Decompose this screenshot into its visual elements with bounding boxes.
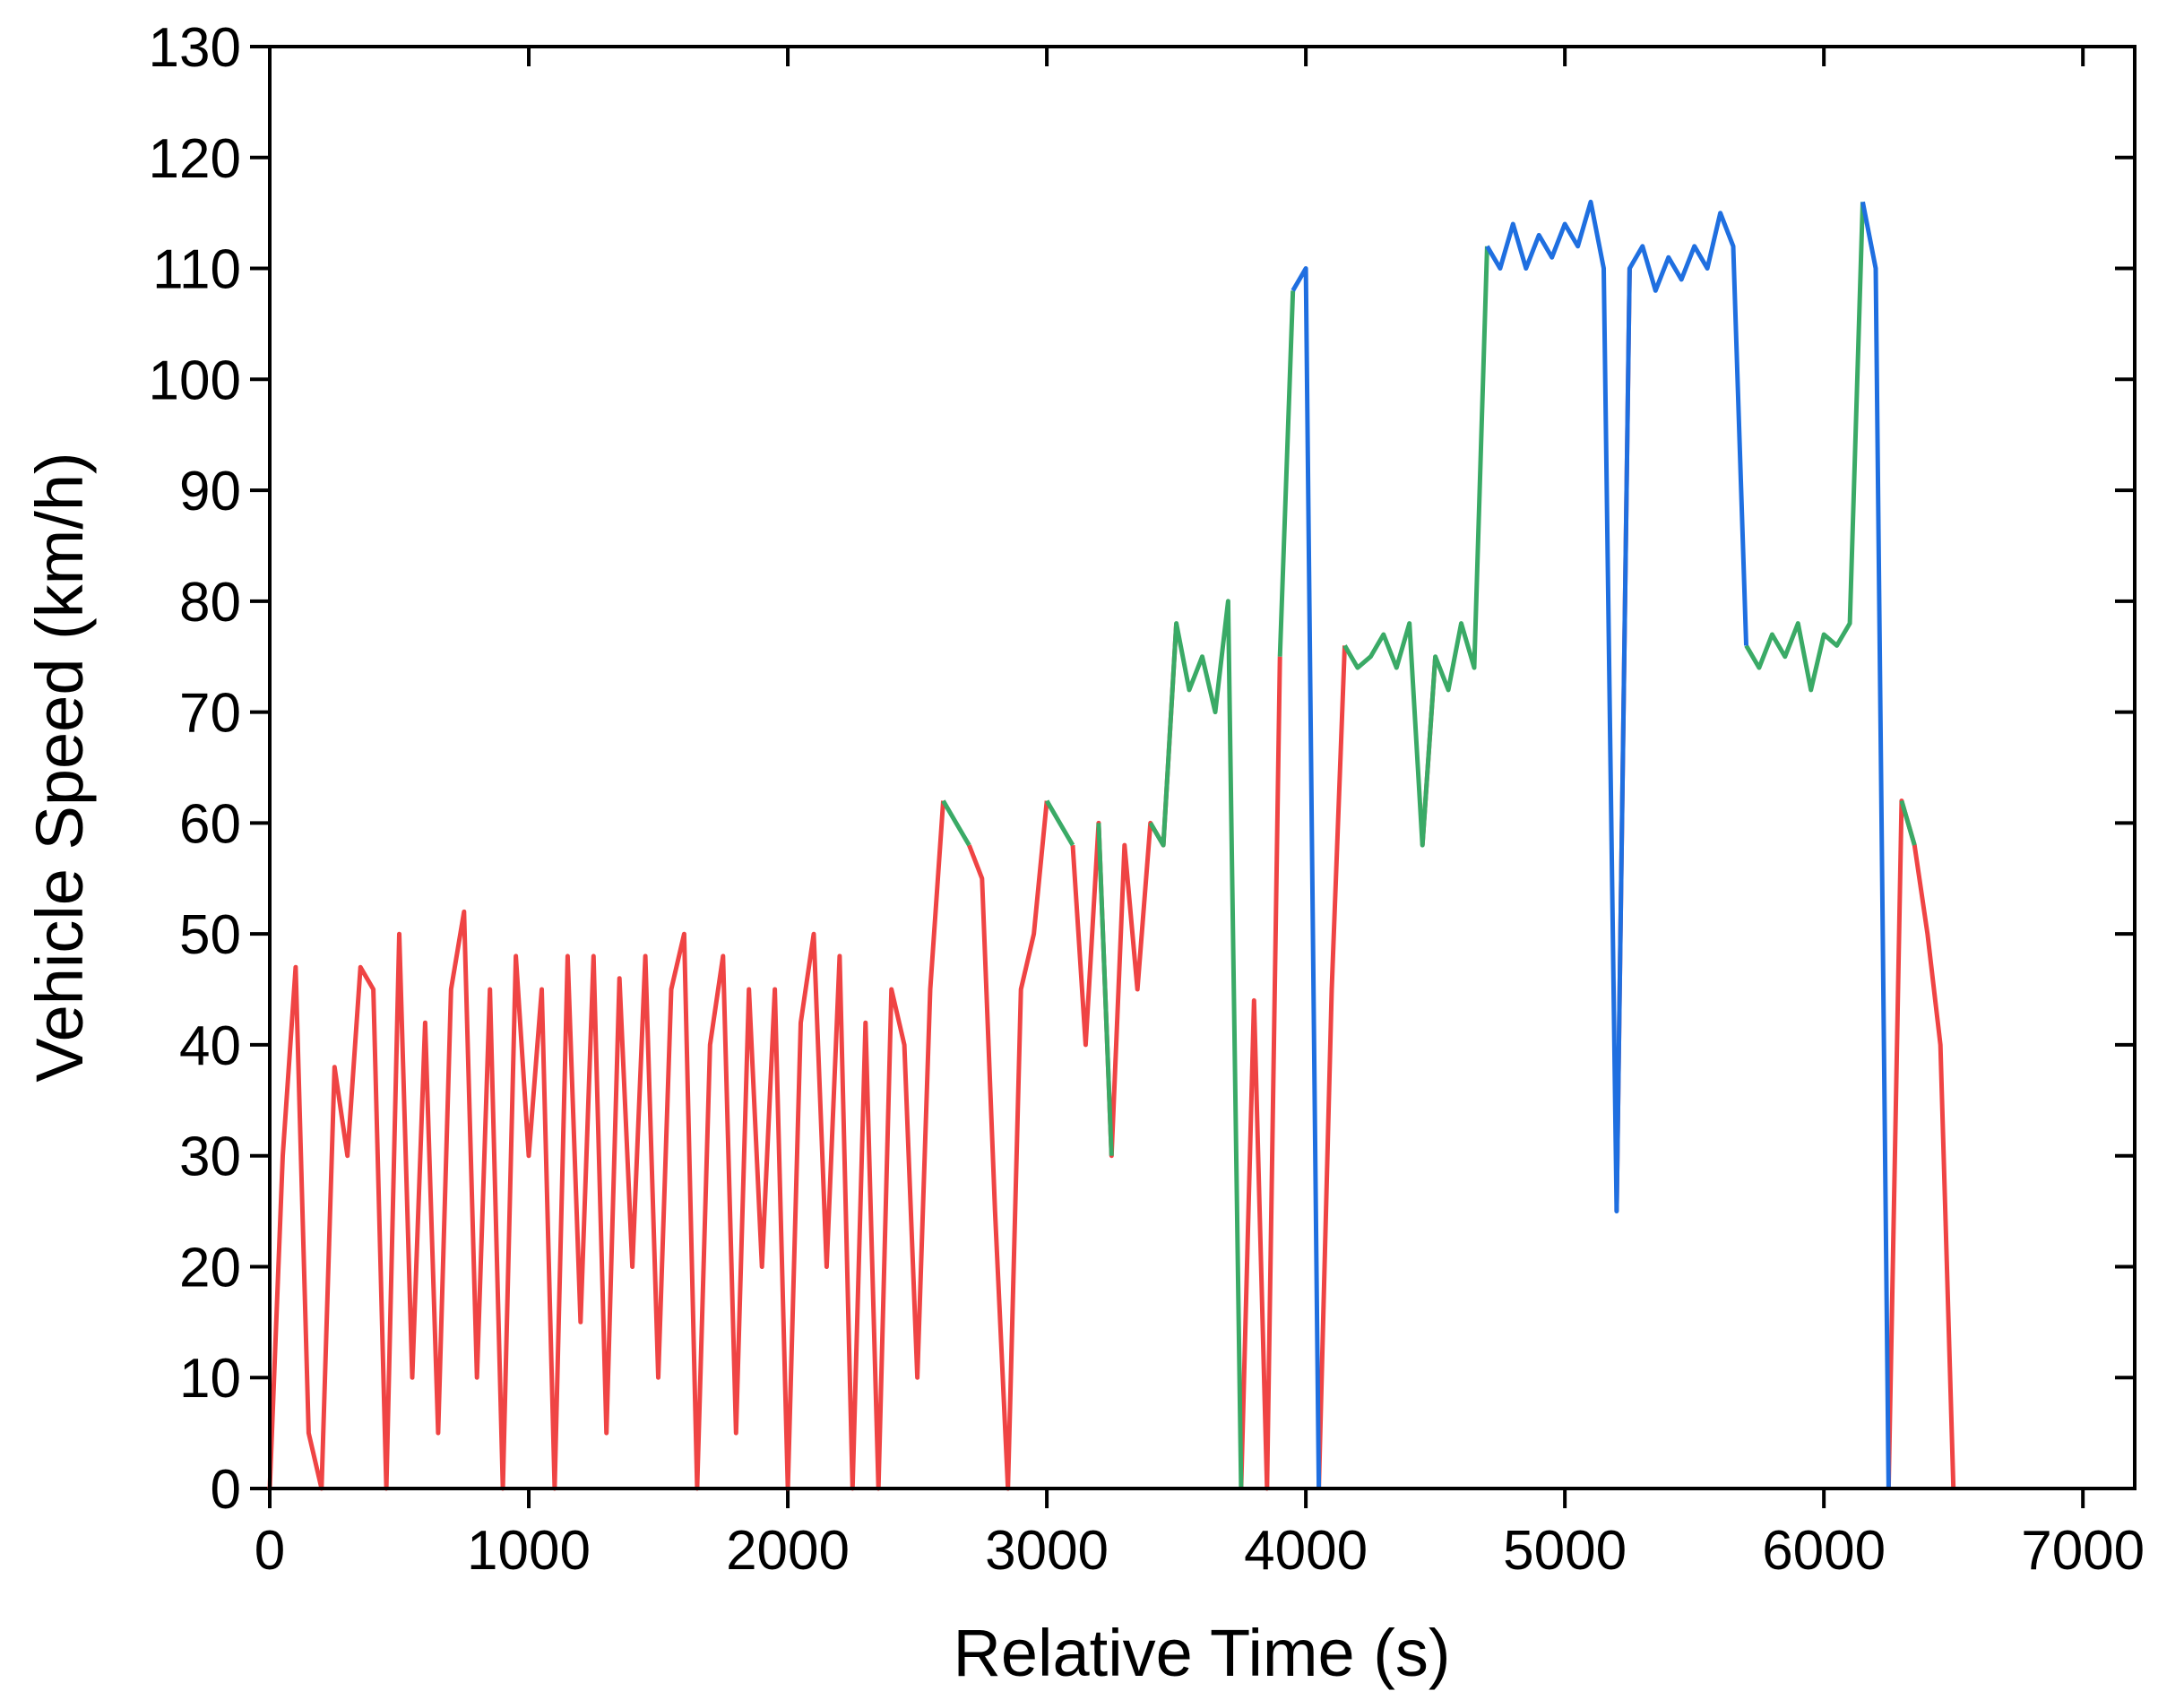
x-tick-label: 0 (255, 1520, 285, 1582)
x-axis-label: Relative Time (s) (953, 1616, 1450, 1690)
x-tick-label: 6000 (1762, 1520, 1886, 1582)
y-tick-label: 0 (211, 1459, 241, 1521)
y-tick-label: 40 (179, 1015, 241, 1077)
speed-line (941, 202, 1917, 1489)
y-tick-label: 50 (179, 904, 241, 966)
plot-frame (268, 45, 2137, 1490)
x-tick-label: 5000 (1503, 1520, 1627, 1582)
x-tick-label: 3000 (985, 1520, 1109, 1582)
x-tick-label: 2000 (726, 1520, 850, 1582)
y-tick-label: 110 (152, 239, 241, 301)
speed-line (1291, 199, 1891, 1489)
y-tick-label: 120 (149, 128, 241, 190)
x-tick-label: 1000 (467, 1520, 591, 1582)
y-tick-label: 60 (179, 793, 241, 855)
speed-line (267, 268, 1956, 1491)
y-axis-label: Vehicle Speed (km/h) (22, 452, 97, 1082)
y-tick-label: 100 (149, 349, 241, 411)
y-tick-label: 70 (179, 683, 241, 745)
y-tick-label: 130 (149, 17, 241, 79)
y-tick-label: 80 (179, 572, 241, 634)
y-tick-label: 20 (179, 1237, 241, 1299)
y-tick-label: 10 (179, 1348, 241, 1410)
y-tick-label: 90 (179, 461, 241, 522)
y-tick-label: 30 (179, 1126, 241, 1188)
x-tick-label: 4000 (1244, 1520, 1368, 1582)
x-tick-label: 7000 (2021, 1520, 2145, 1582)
